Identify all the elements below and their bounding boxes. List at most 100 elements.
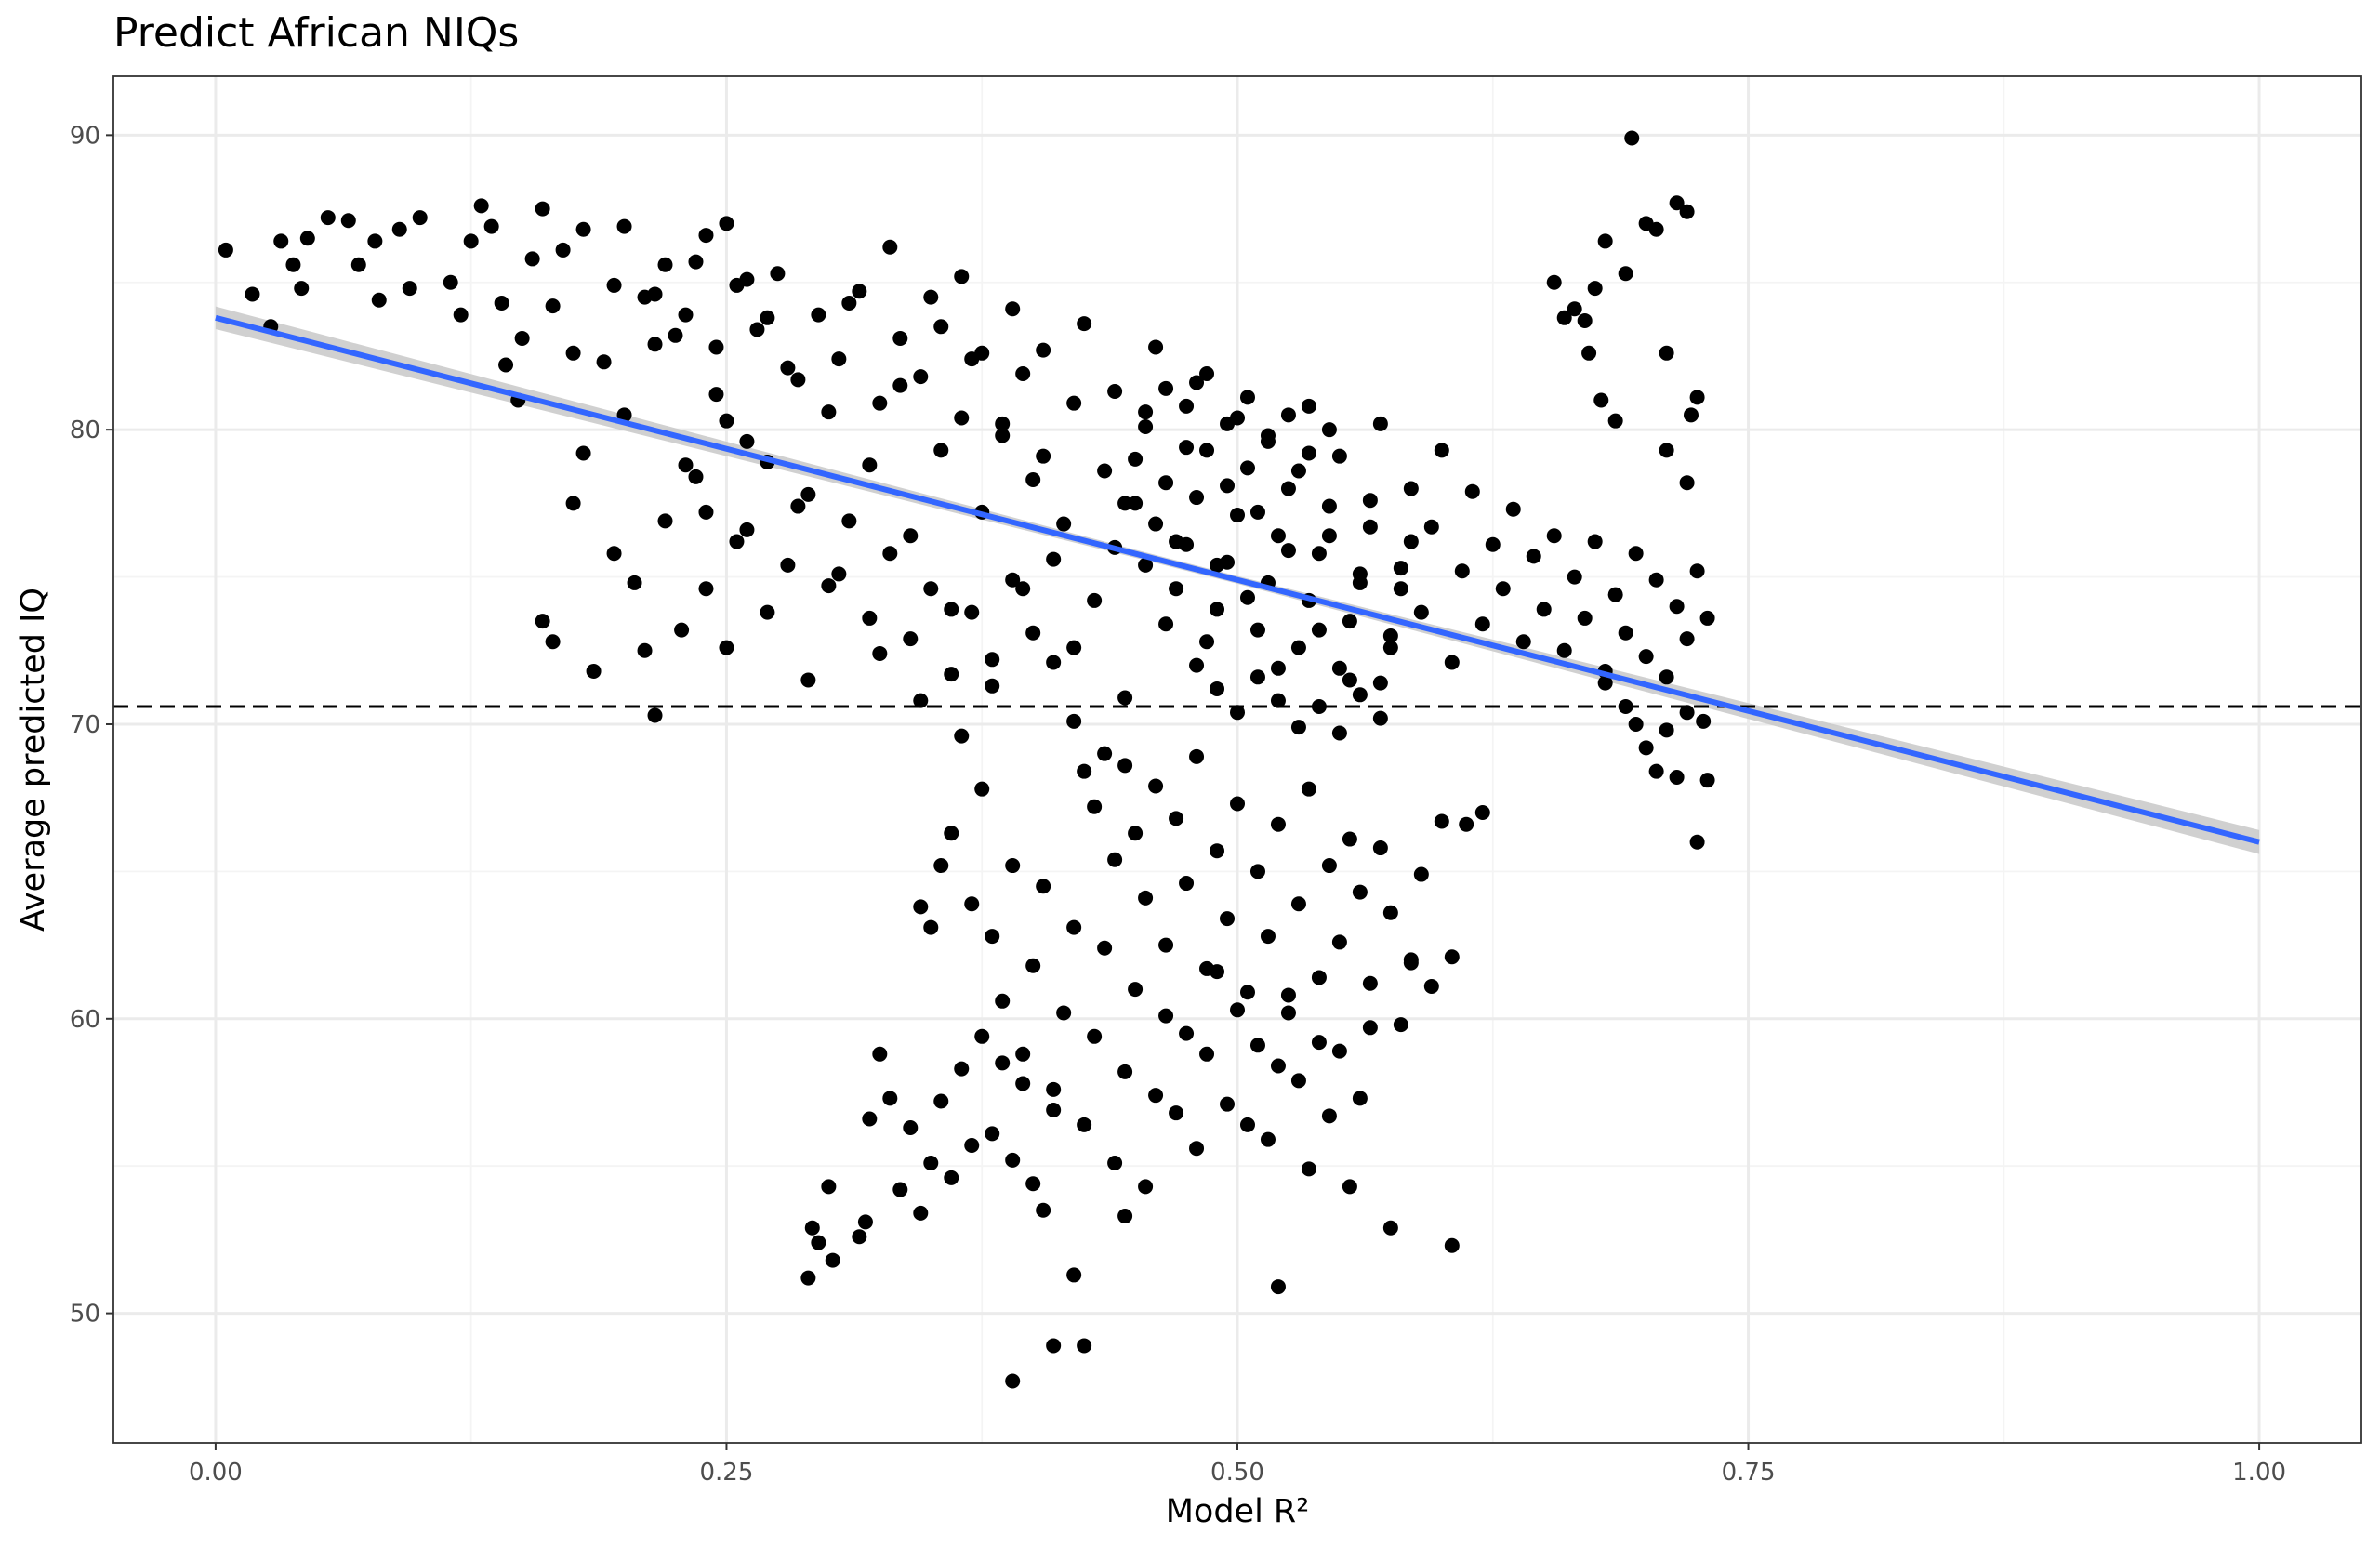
data-point [1239,589,1255,605]
data-point [1669,599,1685,615]
data-point [1066,640,1082,655]
data-point [1331,725,1347,741]
data-point [1526,549,1541,564]
data-point [1066,395,1082,411]
data-point [1413,604,1429,620]
data-point [1169,1105,1184,1121]
data-point [1138,890,1154,906]
data-point [350,257,366,272]
data-point [985,678,1000,694]
data-point [596,354,612,370]
data-point [698,504,714,520]
data-point [760,310,775,325]
data-point [320,210,336,226]
data-point [1280,407,1296,423]
data-point [1250,504,1265,520]
data-point [1689,834,1705,850]
data-point [954,410,970,426]
data-point [1321,422,1337,438]
data-point [1189,1141,1205,1157]
data-point [657,513,673,529]
data-point [1423,519,1439,535]
data-point [1097,463,1113,479]
data-point [1536,602,1552,617]
data-point [1158,616,1174,632]
data-point [1321,858,1337,874]
regression-line [215,314,2260,845]
data-point [1413,866,1429,882]
data-point [1046,654,1062,670]
data-point [1669,195,1685,211]
data-point [1087,592,1103,608]
data-point [1403,481,1419,496]
data-point [1158,475,1174,491]
data-point [831,351,847,367]
data-point [760,604,775,620]
data-point [1036,342,1051,358]
data-point [1638,649,1654,665]
data-point [1230,796,1245,812]
data-point [1362,519,1378,535]
data-point [780,360,796,376]
data-point [1077,1117,1092,1132]
data-point [606,546,622,562]
data-point [1454,563,1470,579]
data-point [892,377,908,393]
data-point [698,581,714,597]
data-point [1189,657,1205,673]
data-point [483,218,499,234]
data-point [913,369,929,385]
data-point [1128,826,1144,841]
data-point [1097,940,1113,956]
data-point [841,513,857,529]
data-point [1699,773,1715,788]
data-point [1280,987,1296,1003]
data-point [1638,740,1654,756]
data-point [1648,763,1664,779]
data-point [1025,625,1041,641]
data-point [1056,516,1072,532]
data-point [299,231,315,246]
data-point [1210,843,1225,859]
data-point [1280,543,1296,559]
data-point [1179,398,1195,414]
data-point [1459,816,1474,832]
data-point [1689,563,1705,579]
data-point [245,286,260,302]
data-point [1505,501,1521,517]
data-point [1659,722,1674,738]
data-point [1199,443,1215,458]
data-point [1382,905,1398,920]
data-point [913,693,929,708]
data-point [1301,445,1316,461]
data-point [1036,1202,1051,1218]
data-point [913,1205,929,1221]
data-point [1624,130,1640,146]
y-tick-label: 70 [70,711,100,739]
data-point [391,221,407,237]
data-point [1331,448,1347,464]
data-point [453,307,469,323]
data-point [933,319,949,335]
data-point [1679,631,1695,647]
data-point [1372,675,1388,691]
data-point [964,1138,980,1154]
data-point [964,896,980,912]
data-point [944,1170,959,1185]
data-point [1659,669,1674,685]
data-point [1199,1046,1215,1062]
data-point [1444,949,1460,965]
data-point [1567,301,1582,317]
data-point [657,257,673,272]
data-point [565,496,581,511]
data-point [1403,955,1419,971]
data-point [821,1179,837,1195]
data-point [719,640,734,655]
data-point [872,1046,888,1062]
data-point [1220,911,1236,927]
data-point [1046,1338,1062,1354]
data-point [892,330,908,346]
data-point [1577,610,1593,626]
data-point [535,614,550,629]
data-point [1189,490,1205,506]
